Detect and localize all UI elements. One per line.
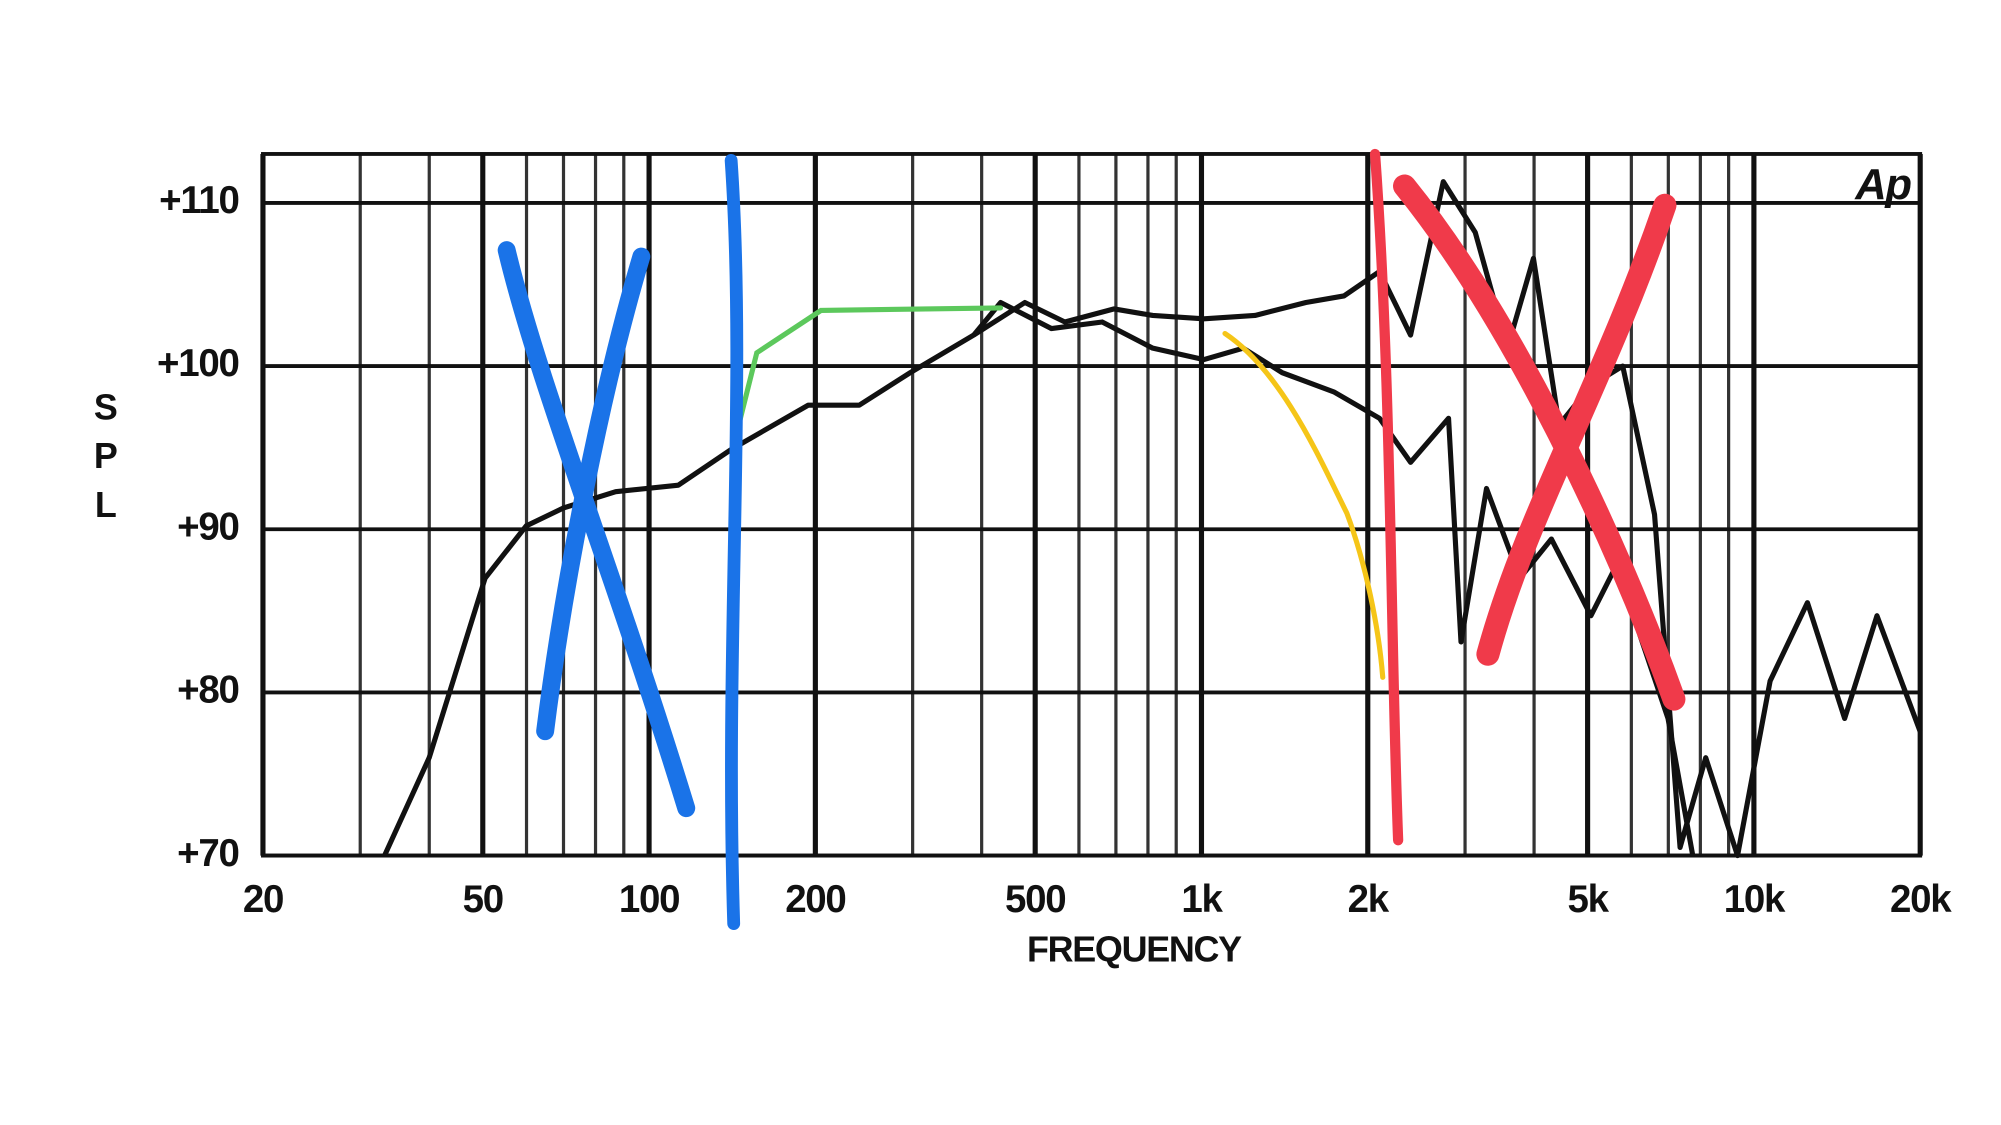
x-tick-label: 5k (1567, 878, 1609, 921)
x-tick-label: 20k (1890, 878, 1952, 921)
x-tick-label: 10k (1724, 878, 1786, 921)
y-tick-label: +70 (177, 832, 238, 875)
series-line (382, 179, 1923, 859)
x-tick-label: 500 (1005, 878, 1065, 921)
yellow-annotation (1222, 330, 1386, 680)
green-annotation (734, 305, 1004, 433)
x-axis-label: FREQUENCY (1027, 928, 1242, 969)
series-line (971, 299, 1696, 857)
red-line (1369, 148, 1404, 846)
y-tick-label: +110 (159, 179, 238, 222)
y-tick-label: +100 (157, 342, 239, 385)
blue-cross (497, 241, 696, 818)
plot-frame (261, 152, 1923, 858)
lines (382, 179, 1923, 859)
x-tick-label: 20 (243, 878, 283, 921)
y-tick-label: +90 (177, 505, 238, 548)
y-tick-label: +80 (177, 669, 238, 712)
red-cross (1393, 174, 1686, 711)
x-tick-label: 200 (785, 878, 845, 921)
x-tick-label: 1k (1181, 878, 1223, 921)
x-tick-label: 2k (1348, 878, 1390, 921)
x-tick-label: 50 (463, 878, 503, 921)
annotations (497, 148, 1686, 930)
x-tick-label: 100 (619, 878, 679, 921)
blue-line (724, 153, 744, 930)
logo: Ap (1854, 161, 1911, 209)
